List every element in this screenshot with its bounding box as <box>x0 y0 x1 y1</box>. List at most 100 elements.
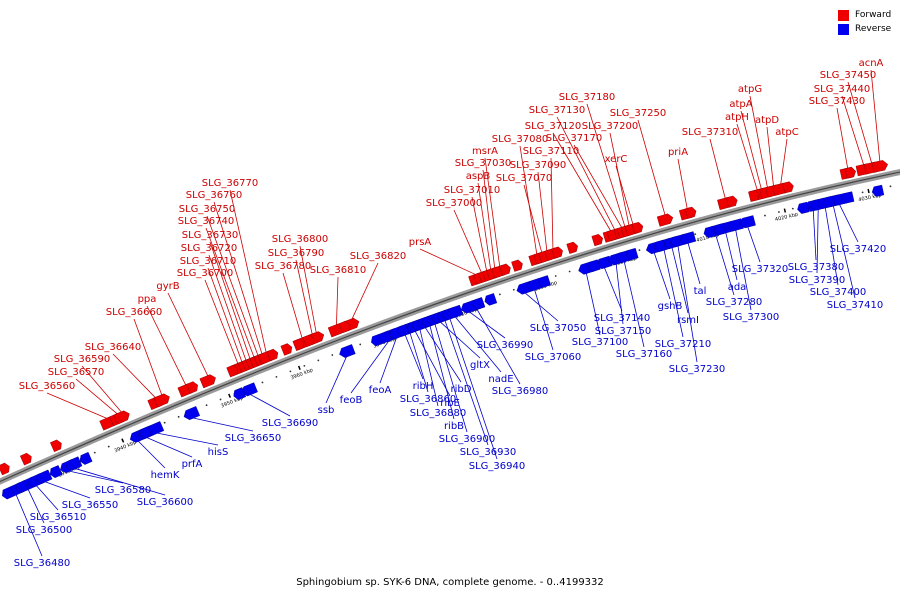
svg-text:gltX: gltX <box>470 360 490 371</box>
forward-gene-gyrB: gyrB <box>156 281 216 389</box>
reverse-gene-hemK: hemK <box>129 428 180 481</box>
reverse-gene-rsmI: rsmI <box>663 235 699 326</box>
svg-text:SLG_37030: SLG_37030 <box>455 158 511 169</box>
svg-text:SLG_37430: SLG_37430 <box>809 96 865 107</box>
reverse-gene-block <box>626 247 639 261</box>
reverse-gene-SLG_36510: SLG_36510 <box>28 473 86 523</box>
svg-text:SLG_37130: SLG_37130 <box>529 105 585 116</box>
svg-text:SLG_37380: SLG_37380 <box>788 262 844 273</box>
tick-mark <box>783 208 787 213</box>
reverse-gene-block <box>713 223 727 236</box>
axis-dot <box>568 270 571 273</box>
reverse-gene-gshB: gshB <box>645 240 683 312</box>
svg-text:SLG_37180: SLG_37180 <box>559 92 615 103</box>
reverse-gene-hisS: hisS <box>147 421 228 458</box>
svg-text:SLG_37200: SLG_37200 <box>582 121 638 132</box>
svg-text:SLG_37230: SLG_37230 <box>669 364 725 375</box>
legend-item-forward: Forward <box>838 8 891 22</box>
svg-text:SLG_36810: SLG_36810 <box>310 265 366 276</box>
svg-text:SLG_36770: SLG_36770 <box>202 178 258 189</box>
svg-text:SLG_37150: SLG_37150 <box>595 326 651 337</box>
svg-text:msrA: msrA <box>472 146 498 157</box>
svg-text:SLG_37090: SLG_37090 <box>510 160 566 171</box>
axis-dot <box>163 421 166 424</box>
forward-gene-block <box>748 189 760 202</box>
svg-text:SLG_36510: SLG_36510 <box>30 512 86 523</box>
axis-dot <box>331 354 334 356</box>
reverse-gene-block <box>233 387 247 400</box>
svg-text:SLG_36760: SLG_36760 <box>186 190 242 201</box>
forward-gene-block <box>499 263 511 276</box>
forward-gene-block <box>684 206 697 219</box>
forward-gene-block <box>280 343 293 356</box>
svg-text:SLG_37050: SLG_37050 <box>530 323 586 334</box>
forward-gene-block <box>50 439 62 453</box>
forward-gene-SLG_36660: SLG_36660 <box>106 307 170 408</box>
axis-dot <box>177 415 180 418</box>
svg-text:ribB: ribB <box>444 421 464 432</box>
svg-text:SLG_37160: SLG_37160 <box>616 349 672 360</box>
axis-dot <box>638 249 641 252</box>
reverse-gene-SLG_37320: SLG_37320 <box>732 215 788 275</box>
svg-text:priA: priA <box>668 147 688 158</box>
svg-text:gyrB: gyrB <box>156 281 179 292</box>
svg-text:ribH: ribH <box>413 381 434 392</box>
reverse-gene-block <box>2 486 15 500</box>
svg-text:SLG_36790: SLG_36790 <box>268 248 324 259</box>
axis-dot <box>764 214 766 217</box>
reverse-gene-block <box>653 239 667 253</box>
svg-text:SLG_37010: SLG_37010 <box>444 185 500 196</box>
svg-text:gshB: gshB <box>658 301 683 312</box>
axis-dot <box>498 293 501 296</box>
forward-gene-SLG_36590: SLG_36590 <box>54 354 130 425</box>
reverse-gene-SLG_36990: SLG_36990 <box>460 299 533 351</box>
svg-text:SLG_36780: SLG_36780 <box>255 261 311 272</box>
genome-backbone-core <box>0 171 900 483</box>
svg-text:SLG_36720: SLG_36720 <box>181 243 237 254</box>
svg-text:SLG_36980: SLG_36980 <box>492 386 548 397</box>
reverse-gene-SLG_37050: SLG_37050 <box>516 281 586 334</box>
svg-text:SLG_36860: SLG_36860 <box>400 394 456 405</box>
svg-text:prfA: prfA <box>182 459 203 470</box>
axis-dot <box>778 211 780 213</box>
reverse-gene-block <box>842 191 855 204</box>
reverse-gene-SLG_36600: SLG_36600 <box>66 456 193 508</box>
forward-gene-block <box>19 452 32 466</box>
svg-text:SLG_37210: SLG_37210 <box>655 339 711 350</box>
legend: Forward Reverse <box>838 8 891 36</box>
svg-text:SLG_36730: SLG_36730 <box>182 230 238 241</box>
tick-label: 4020 kbp <box>774 212 798 223</box>
reverse-gene-block <box>79 451 93 465</box>
axis-dot <box>93 451 96 454</box>
reverse-gene-ssb: ssb <box>318 344 356 416</box>
reverse-gene-block <box>588 259 601 272</box>
svg-text:SLG_36750: SLG_36750 <box>179 204 235 215</box>
forward-gene-prsA: prsA <box>409 237 485 287</box>
forward-gene-block <box>566 241 578 254</box>
svg-text:SLG_36590: SLG_36590 <box>54 354 110 365</box>
reverse-gene-block <box>139 426 153 439</box>
forward-gene-SLG_37000: SLG_37000 <box>426 198 490 285</box>
svg-text:SLG_36640: SLG_36640 <box>85 342 141 353</box>
forward-gene-SLG_37070: SLG_37070 <box>496 173 552 265</box>
svg-text:SLG_36710: SLG_36710 <box>180 256 236 267</box>
svg-text:SLG_37400: SLG_37400 <box>810 287 866 298</box>
svg-text:SLG_37440: SLG_37440 <box>814 84 870 95</box>
forward-gene-SLG_36560: SLG_36560 <box>19 381 116 431</box>
svg-text:acnA: acnA <box>859 58 884 69</box>
svg-text:SLG_37070: SLG_37070 <box>496 173 552 184</box>
genome-title: Sphingobium sp. SYK-6 DNA, complete geno… <box>296 577 604 588</box>
reverse-gene-block <box>49 465 63 479</box>
svg-text:rsmI: rsmI <box>677 315 699 326</box>
forward-gene-block <box>0 462 10 476</box>
svg-text:SLG_37060: SLG_37060 <box>525 352 581 363</box>
reverse-gene-SLG_37060: SLG_37060 <box>525 277 581 363</box>
svg-text:SLG_36940: SLG_36940 <box>469 461 525 472</box>
legend-swatch-forward <box>838 9 849 21</box>
svg-text:SLG_36690: SLG_36690 <box>262 418 318 429</box>
svg-text:atpH: atpH <box>725 112 749 123</box>
svg-text:SLG_36500: SLG_36500 <box>16 525 72 536</box>
tick-label: 3960 kbp <box>290 367 314 381</box>
reverse-gene-block <box>396 324 410 337</box>
svg-text:tal: tal <box>694 286 707 297</box>
